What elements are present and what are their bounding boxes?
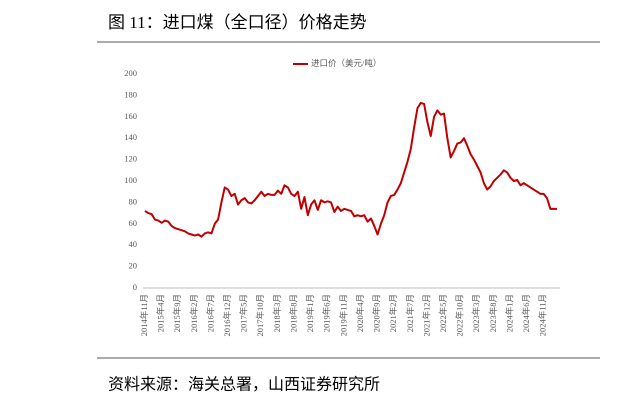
y-tick-label: 20	[129, 261, 138, 271]
x-tick-label: 2014年11月	[139, 294, 149, 336]
y-tick-label: 100	[124, 175, 137, 185]
x-tick-label: 2020年4月	[355, 294, 365, 332]
line-series	[144, 101, 557, 238]
y-tick-label: 60	[129, 218, 138, 228]
y-tick-label: 160	[124, 111, 137, 121]
x-tick-label: 2024年6月	[521, 294, 531, 332]
x-tick-label: 2020年9月	[372, 294, 382, 332]
x-tick-label: 2024年1月	[504, 294, 514, 332]
y-tick-label: 120	[124, 154, 137, 164]
x-tick-label: 2018年3月	[272, 294, 282, 332]
x-tick-label: 2016年7月	[205, 294, 215, 332]
x-tick-label: 2017年10月	[255, 294, 265, 337]
source: 资料来源：海关总署，山西证券研究所	[108, 376, 380, 394]
y-tick-label: 0	[133, 282, 137, 292]
x-tick-label: 2019年11月	[338, 294, 348, 336]
x-tick-label: 2015年9月	[172, 294, 182, 332]
y-tick-label: 80	[129, 196, 138, 206]
x-tick-label: 2016年2月	[189, 294, 199, 332]
x-tick-label: 2023年3月	[471, 294, 481, 332]
x-tick-label: 2016年12月	[222, 294, 232, 337]
x-tick-label: 2018年8月	[288, 294, 298, 332]
x-tick-label: 2021年2月	[388, 294, 398, 332]
x-tick-label: 2019年6月	[322, 294, 332, 332]
x-tick-label: 2022年5月	[438, 294, 448, 332]
x-tick-label: 2021年7月	[405, 294, 415, 332]
legend-label: 进口价（美元/吨）	[311, 58, 381, 68]
x-tick-label: 2017年5月	[239, 294, 249, 332]
x-tick-label: 2023年8月	[488, 294, 498, 332]
y-tick-label: 140	[124, 132, 137, 142]
y-tick-label: 40	[129, 239, 138, 249]
y-tick-label: 180	[124, 89, 137, 99]
x-tick-label: 2015年4月	[156, 294, 166, 332]
x-tick-label: 2021年12月	[421, 294, 431, 337]
x-tick-label: 2019年1月	[305, 294, 315, 332]
x-tick-label: 2022年10月	[455, 294, 465, 337]
x-tick-label: 2024年11月	[538, 294, 548, 336]
y-tick-label: 200	[124, 68, 137, 78]
chart-title: 图 11：进口煤（全口径）价格走势	[108, 13, 367, 32]
